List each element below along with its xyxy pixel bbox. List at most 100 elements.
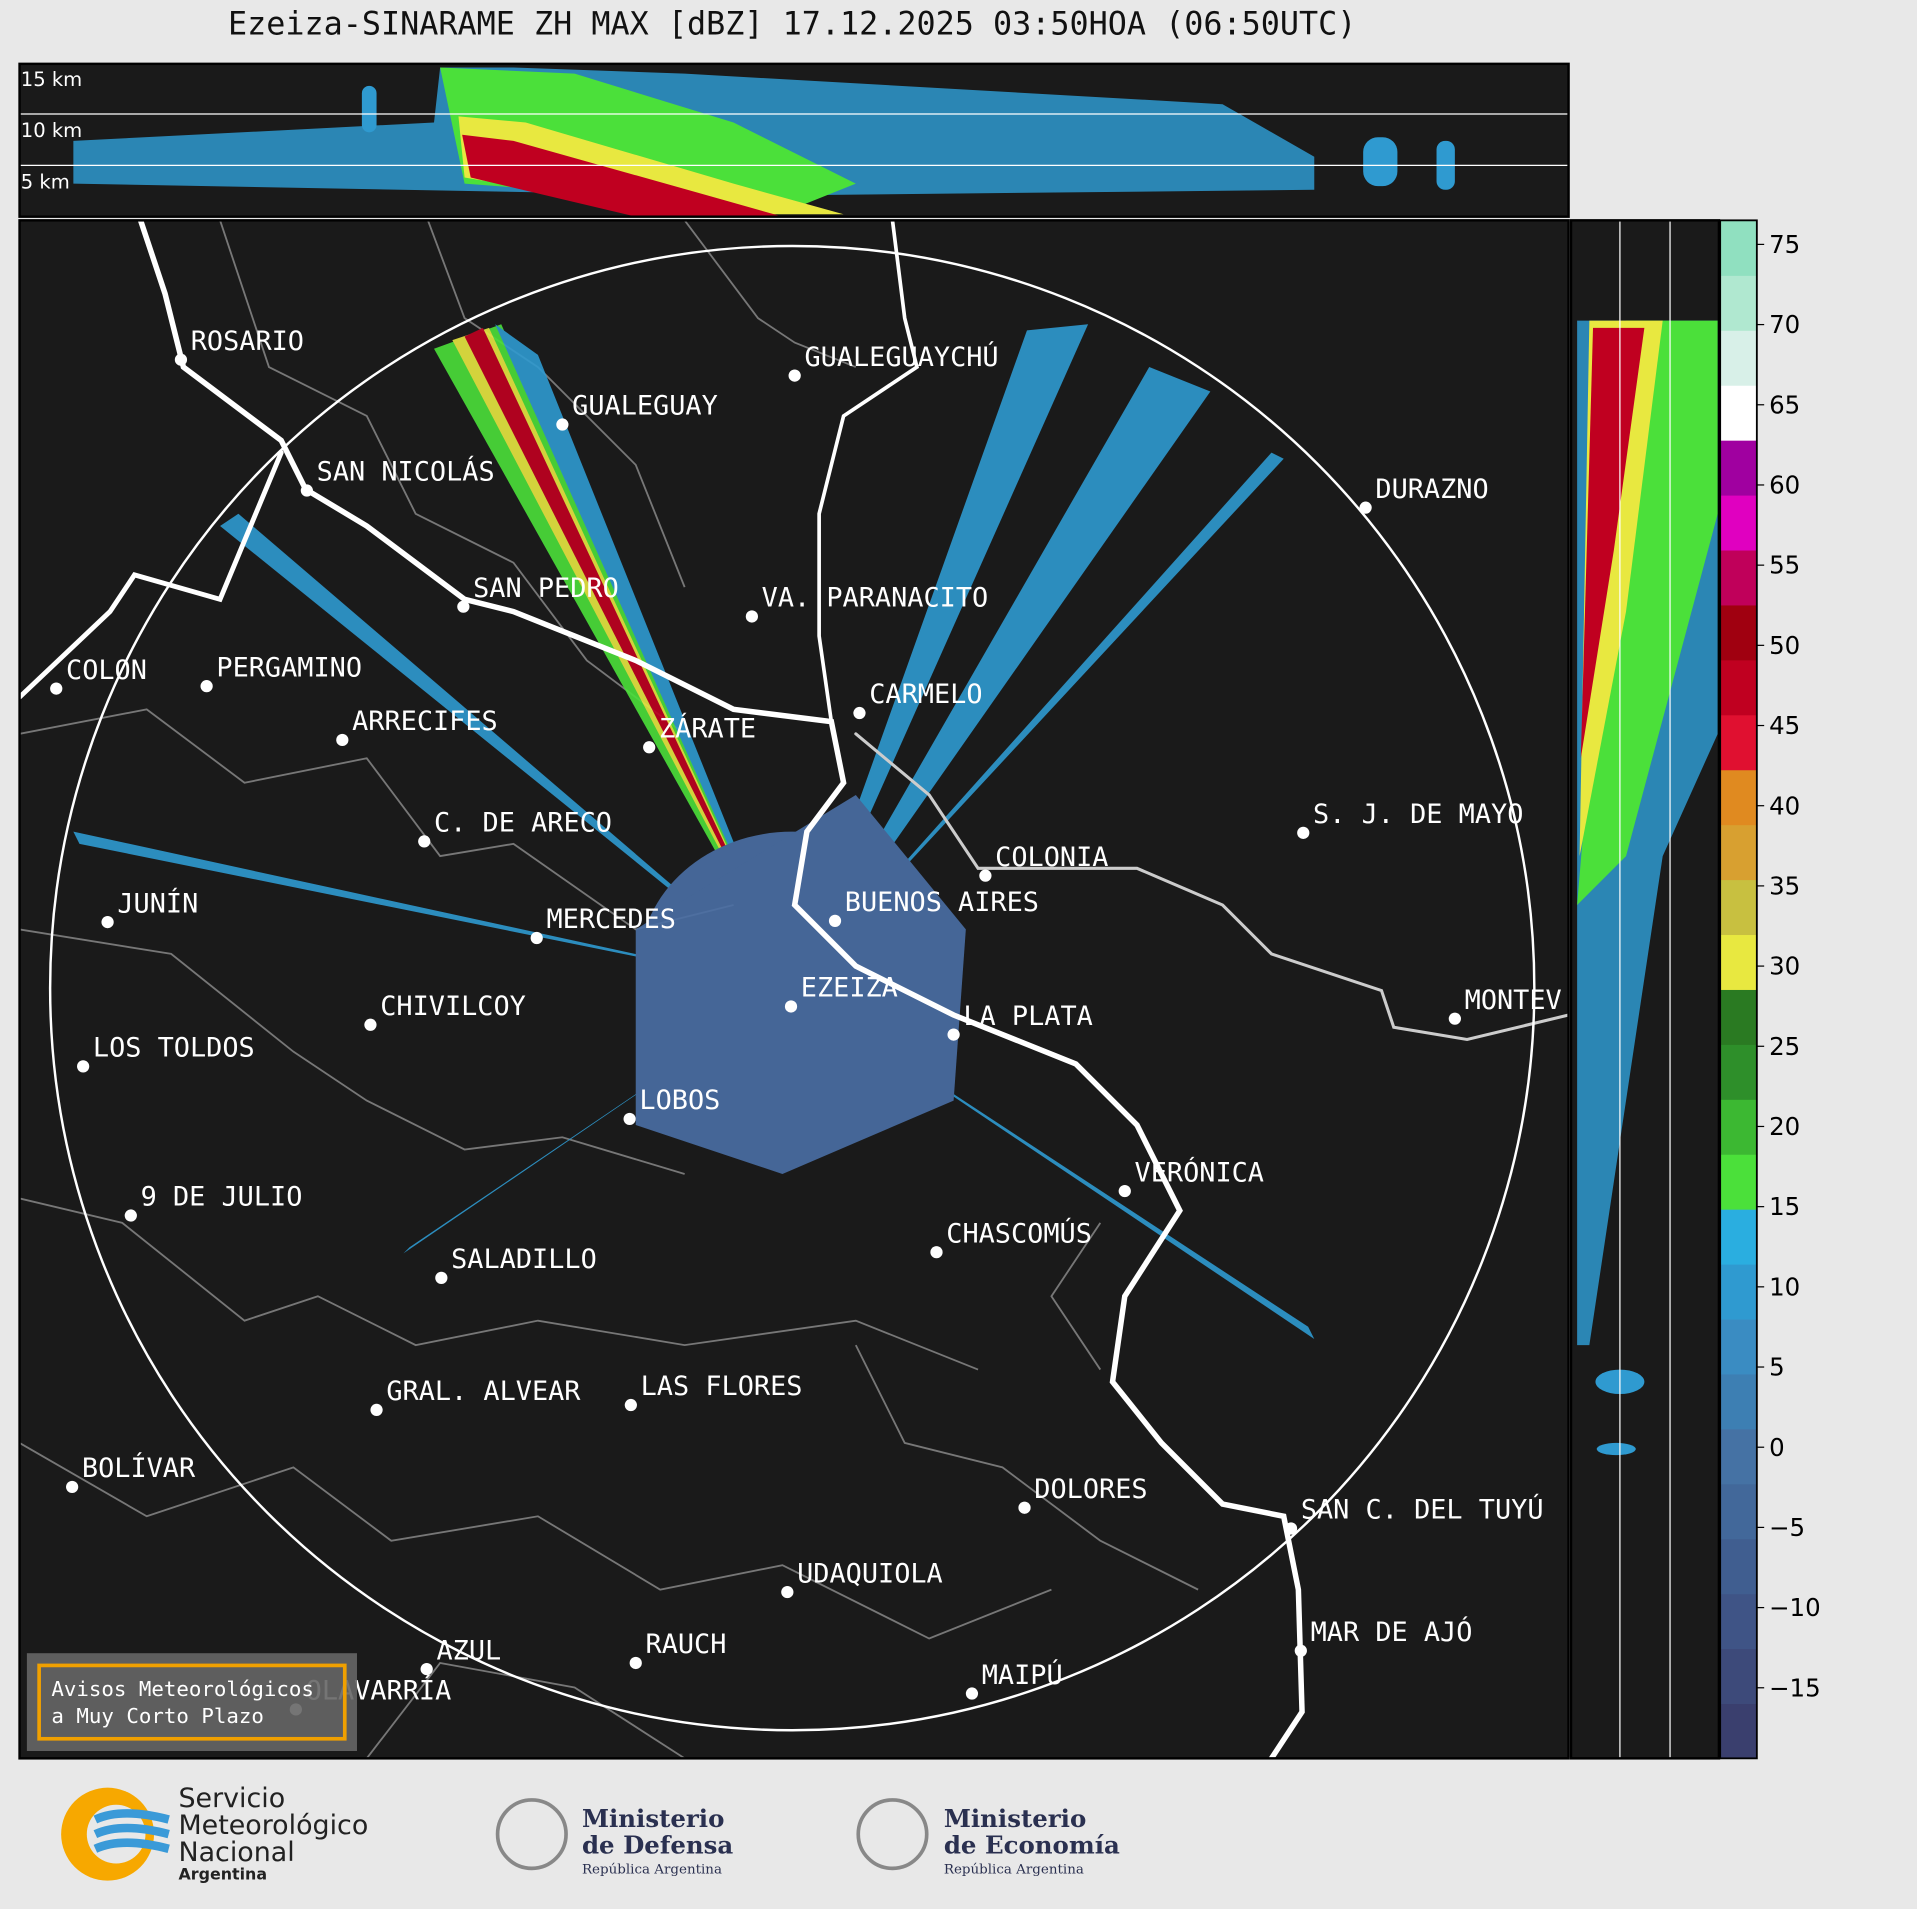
city-label: LAS FLORES [641,1371,803,1402]
city-label: CHIVILCOY [380,991,526,1022]
colorbar-tick-label: 40 [1769,791,1800,820]
colorbar-tick-label: 15 [1769,1192,1800,1221]
city-label: SAN PEDRO [473,573,619,604]
footer [61,1787,929,1881]
colorbar-tick-label: 10 [1769,1272,1800,1301]
colorbar-segment [1720,1044,1757,1100]
city-dot [66,1480,79,1494]
city-label: S. J. DE MAYO [1313,799,1523,830]
city-dot [124,1209,137,1222]
colorbar-segment [1720,1373,1757,1430]
colorbar-segment [1720,1538,1757,1595]
city-label: CARMELO [869,679,982,710]
logo-text: de Economía [944,1831,1120,1860]
city-dot [457,600,470,613]
colorbar-tick-label: −15 [1769,1673,1821,1702]
colorbar-segment [1720,1483,1757,1540]
city-label: RAUCH [646,1629,727,1660]
city-dot [853,706,866,720]
colorbar-segment [1720,879,1757,936]
colorbar-segment [1720,1099,1757,1155]
logo-text: Argentina [178,1864,267,1883]
colorbar-segment [1720,769,1757,826]
colorbar-tick-label: 25 [1769,1032,1800,1061]
colorbar-tick-label: 0 [1769,1433,1785,1462]
city-dot [930,1246,943,1259]
colorbar-segment [1720,1703,1757,1759]
city-dot [624,1398,637,1412]
city-dot [629,1656,642,1670]
warning-box [37,1663,347,1741]
city-dot [556,418,569,431]
colorbar-tick-label: 20 [1769,1112,1800,1141]
city-label: LOBOS [639,1085,720,1116]
city-dot [370,1403,383,1417]
top-section [19,63,1569,217]
city-dot [1297,826,1310,839]
logo-text: Ministerio [582,1804,724,1833]
colorbar-segment [1720,385,1757,441]
city-label: SAN C. DEL TUYÚ [1301,1494,1544,1526]
city-label: VERÓNICA [1135,1156,1264,1188]
height-label: 5 km [21,171,70,194]
city-dot [200,680,213,693]
city-label: GRAL. ALVEAR [386,1376,581,1407]
city-dot [300,484,313,497]
city-dot [336,733,349,747]
city-label: SALADILLO [451,1244,597,1275]
city-label: COLON [66,655,147,686]
city-dot [745,610,758,623]
city-dot [1018,1501,1031,1514]
title: Ezeiza-SINARAME ZH MAX [dBZ] 17.12.2025 … [228,7,1356,43]
city-label: VA. PARANACITO [762,583,989,614]
colorbar-segment [1720,1428,1757,1485]
city-label: ROSARIO [191,326,304,357]
city-dot [174,353,188,366]
city-label: SAN NICOLÁS [317,456,495,488]
city-label: C. DE ARECO [434,808,612,839]
colorbar-segment [1720,494,1757,551]
city-dot [77,1060,90,1073]
colorbar-segment [1720,1263,1757,1320]
city-label: AZUL [436,1635,501,1666]
city-label: BOLÍVAR [82,1452,196,1484]
logo-text: Meteorológico [178,1810,368,1841]
city-label: LA PLATA [963,1001,1092,1032]
colorbar-tick-label: 70 [1769,310,1800,339]
colorbar-segment [1720,1318,1757,1375]
city-dot [623,1112,636,1126]
city-label: ARRECIFES [352,706,498,737]
colorbar-segment [1720,220,1757,276]
city-dot [420,1662,433,1676]
city-label: MAR DE AJÓ [1311,1616,1473,1648]
colorbar-segment [1720,330,1757,386]
city-dot [643,741,656,754]
colorbar-segment [1720,1154,1757,1210]
city-dot [1118,1184,1131,1198]
city-label: MAIPÚ [982,1659,1063,1691]
city-label: UDAQUIOLA [797,1558,943,1589]
height-label: 15 km [21,68,82,91]
colorbar-segment [1720,1593,1757,1650]
colorbar-tick-label: 60 [1769,471,1800,500]
city-label: ZÁRATE [659,712,756,744]
city-dot [828,914,842,927]
colorbar-segment [1720,989,1757,1045]
colorbar-segment [1720,1209,1757,1265]
warning-line: Avisos Meteorológicos [51,1677,314,1701]
colorbar-tick-label: −5 [1769,1513,1805,1542]
logo-text: Ministerio [944,1804,1086,1833]
colorbar-tick-label: 55 [1769,551,1800,580]
city-label: GUALEGUAY [572,391,718,422]
city-label: MONTEV [1465,985,1562,1016]
city-label: PERGAMINO [216,652,362,683]
city-label: LOS TOLDOS [93,1033,255,1064]
colorbar-tick-label: 45 [1769,711,1800,740]
city-dot [965,1687,979,1700]
warning-box-bg [26,1653,357,1752]
city-dot [1359,501,1372,514]
colorbar-segment [1720,659,1757,716]
city-dot [788,369,801,382]
logo-text: República Argentina [582,1862,722,1877]
map: ROSARIO GUALEGUAYCHÚ GUALEGUAY SAN NICOLÁS D… [19,220,1569,1759]
